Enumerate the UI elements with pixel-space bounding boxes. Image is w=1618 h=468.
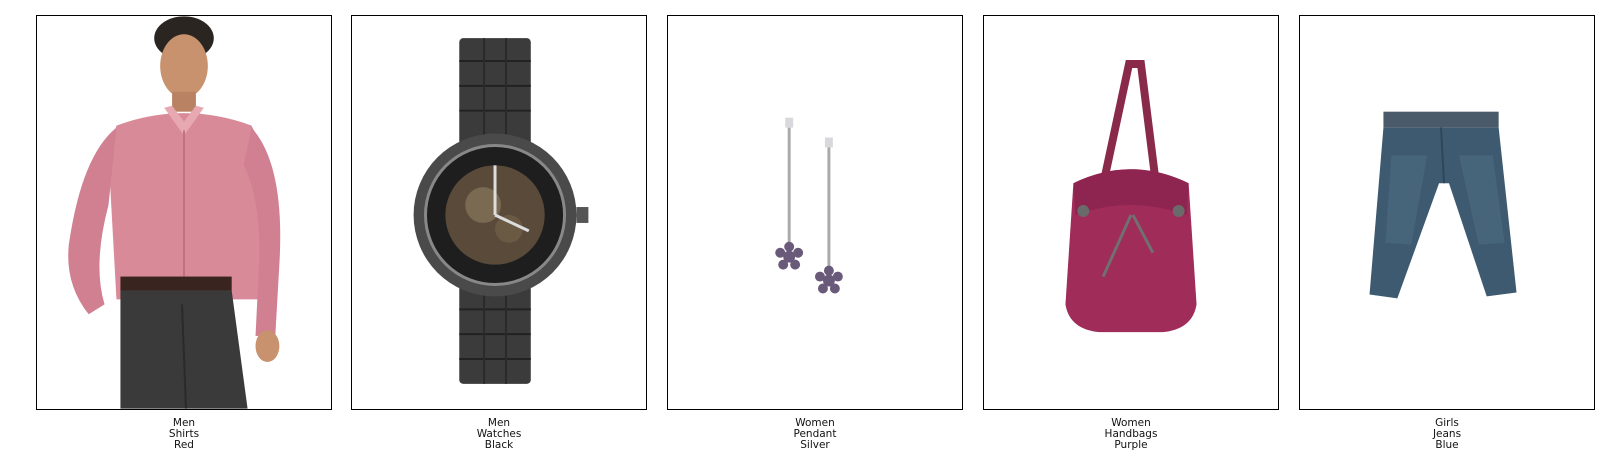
product-caption-3: Women Pendant Silver — [667, 418, 963, 451]
caption-gender: Men — [172, 417, 196, 429]
caption-color: Blue — [1435, 439, 1459, 451]
caption-gender: Girls — [1435, 417, 1459, 429]
caption-gender: Men — [487, 417, 511, 429]
caption-color: Red — [174, 439, 194, 451]
caption-category: Jeans — [1432, 428, 1462, 440]
product-caption-1: Men Shirts Red — [36, 418, 332, 451]
product-caption-5: Girls Jeans Blue — [1299, 418, 1595, 451]
caption-color: Silver — [800, 439, 830, 451]
product-image-panel-3 — [667, 15, 963, 410]
handbag-icon — [1065, 60, 1197, 333]
product-image-panel-2 — [351, 15, 647, 410]
caption-gender: Women — [1111, 417, 1151, 429]
shirt-model-icon — [68, 16, 281, 409]
product-caption-4: Women Handbags Purple — [983, 418, 1279, 451]
caption-category: Watches — [476, 428, 522, 440]
caption-color: Black — [484, 439, 514, 451]
caption-category: Pendant — [793, 428, 837, 440]
caption-category: Handbags — [1104, 428, 1158, 440]
product-image-panel-5 — [1299, 15, 1595, 410]
product-image-panel-1 — [36, 15, 332, 410]
product-caption-2: Men Watches Black — [351, 418, 647, 451]
caption-category: Shirts — [168, 428, 200, 440]
jeans-icon — [1369, 111, 1517, 299]
wristwatch-icon — [413, 38, 589, 384]
product-image-panel-4 — [983, 15, 1279, 410]
caption-color: Purple — [1114, 439, 1148, 451]
earrings-pendant-icon — [775, 117, 843, 294]
caption-gender: Women — [795, 417, 835, 429]
